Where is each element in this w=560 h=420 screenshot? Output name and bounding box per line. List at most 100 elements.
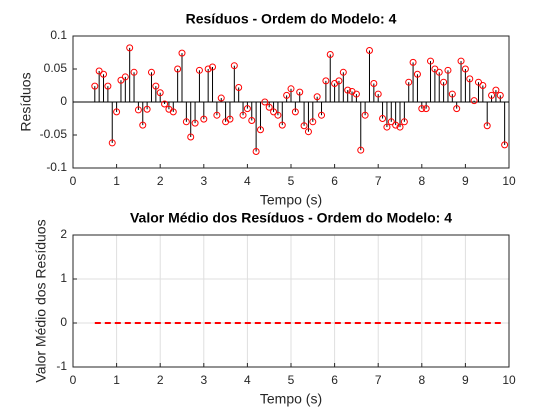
x-tick-label: 3 (200, 373, 207, 387)
stem-marker (239, 111, 247, 119)
stem-marker (161, 100, 169, 108)
x-tick-label: 6 (331, 373, 338, 387)
stem-marker (104, 82, 112, 90)
stem-marker (365, 47, 373, 55)
stem-marker (213, 111, 221, 119)
stem-marker (431, 65, 439, 73)
stem-marker (440, 78, 448, 86)
stem-marker (169, 108, 177, 116)
stem-marker (405, 78, 413, 86)
x-tick-label: 5 (288, 174, 295, 188)
y-axis-label: Valor Médio dos Resíduos (33, 219, 49, 382)
stem-marker (134, 106, 142, 114)
x-tick-label: 10 (502, 174, 516, 188)
stem-marker (435, 68, 443, 76)
x-axis-label: Tempo (s) (260, 192, 322, 208)
stem-marker (422, 105, 430, 113)
x-tick-label: 4 (244, 174, 251, 188)
stem-marker (291, 108, 299, 116)
stem-marker (335, 77, 343, 85)
x-tick-label: 8 (418, 174, 425, 188)
stem-marker (117, 76, 125, 84)
stem-marker (448, 90, 456, 98)
stem-marker (195, 66, 203, 74)
stem-marker (187, 133, 195, 141)
stem-marker (204, 65, 212, 73)
stem-marker (200, 115, 208, 123)
stem-marker (95, 67, 103, 75)
x-tick-label: 1 (113, 373, 120, 387)
stem-marker (152, 82, 160, 90)
stem-marker (256, 126, 264, 134)
stem-marker (501, 141, 509, 149)
stem-marker (400, 118, 408, 126)
axes-frame (72, 234, 510, 368)
stem-marker (488, 91, 496, 99)
x-tick-label: 1 (113, 174, 120, 188)
stem-marker (479, 82, 487, 89)
x-tick-label: 0 (70, 174, 77, 188)
stem-marker (108, 139, 116, 147)
stem-marker (457, 57, 465, 65)
x-tick-label: 10 (502, 373, 516, 387)
stem-marker (418, 105, 426, 113)
stem-marker (287, 85, 295, 93)
stem-marker (374, 90, 382, 98)
stem-marker (91, 82, 99, 90)
stem-marker (304, 128, 312, 136)
stem-marker (300, 122, 308, 130)
y-tick-label: 2 (60, 227, 67, 241)
stem-marker (178, 49, 186, 57)
x-tick-label: 8 (418, 373, 425, 387)
stem-marker (274, 111, 282, 119)
stem-marker (130, 68, 138, 76)
stem-marker (261, 98, 269, 106)
stem-marker (126, 44, 134, 52)
x-axis-label: Tempo (s) (260, 391, 322, 407)
stem-marker (344, 86, 352, 94)
stem-marker (191, 119, 199, 127)
stem-marker (283, 91, 291, 99)
stem-marker (278, 121, 286, 129)
stem-marker (248, 116, 256, 124)
x-tick-label: 3 (200, 174, 207, 188)
stem-marker (361, 111, 369, 119)
subplot: 0 1 2 3 4 5 6 7 8 9 10 -0.1 -0.05 0 0.05 0.1 Resíduos - … (18, 11, 516, 208)
stem-marker (226, 115, 234, 123)
stem-marker (496, 91, 504, 99)
stem-marker (370, 80, 378, 88)
stem-marker (217, 94, 225, 102)
x-tick-label: 7 (375, 174, 382, 188)
stem-marker (466, 75, 474, 83)
stem-marker (121, 73, 129, 81)
stem-marker (427, 57, 435, 65)
stem-marker (309, 118, 317, 126)
stem-marker (453, 105, 461, 113)
stem-marker (409, 58, 417, 66)
y-tick-label: 1 (60, 271, 67, 285)
stem-marker (209, 63, 217, 71)
stem-marker (318, 111, 326, 119)
y-tick-label: -1 (56, 359, 67, 373)
stem-marker (313, 93, 321, 101)
stem-marker (235, 83, 243, 91)
x-tick-label: 4 (244, 373, 251, 387)
stem-marker (387, 118, 395, 126)
stem-marker (143, 105, 151, 113)
y-tick-label: -0.1 (46, 160, 67, 174)
stem-marker (413, 70, 421, 78)
stem-marker (383, 123, 391, 131)
stem-marker (230, 62, 238, 70)
stem-marker (326, 50, 334, 58)
stem-marker (352, 90, 360, 98)
y-axis-label: Resíduos (18, 72, 34, 131)
stem-marker (243, 105, 251, 113)
stem-marker (113, 108, 121, 116)
stem-marker (139, 121, 147, 129)
stem-marker (296, 88, 304, 96)
x-tick-label: 9 (462, 174, 469, 188)
stem-marker (470, 97, 478, 105)
stem-marker (270, 108, 278, 116)
y-tick-label: 0 (60, 94, 67, 108)
